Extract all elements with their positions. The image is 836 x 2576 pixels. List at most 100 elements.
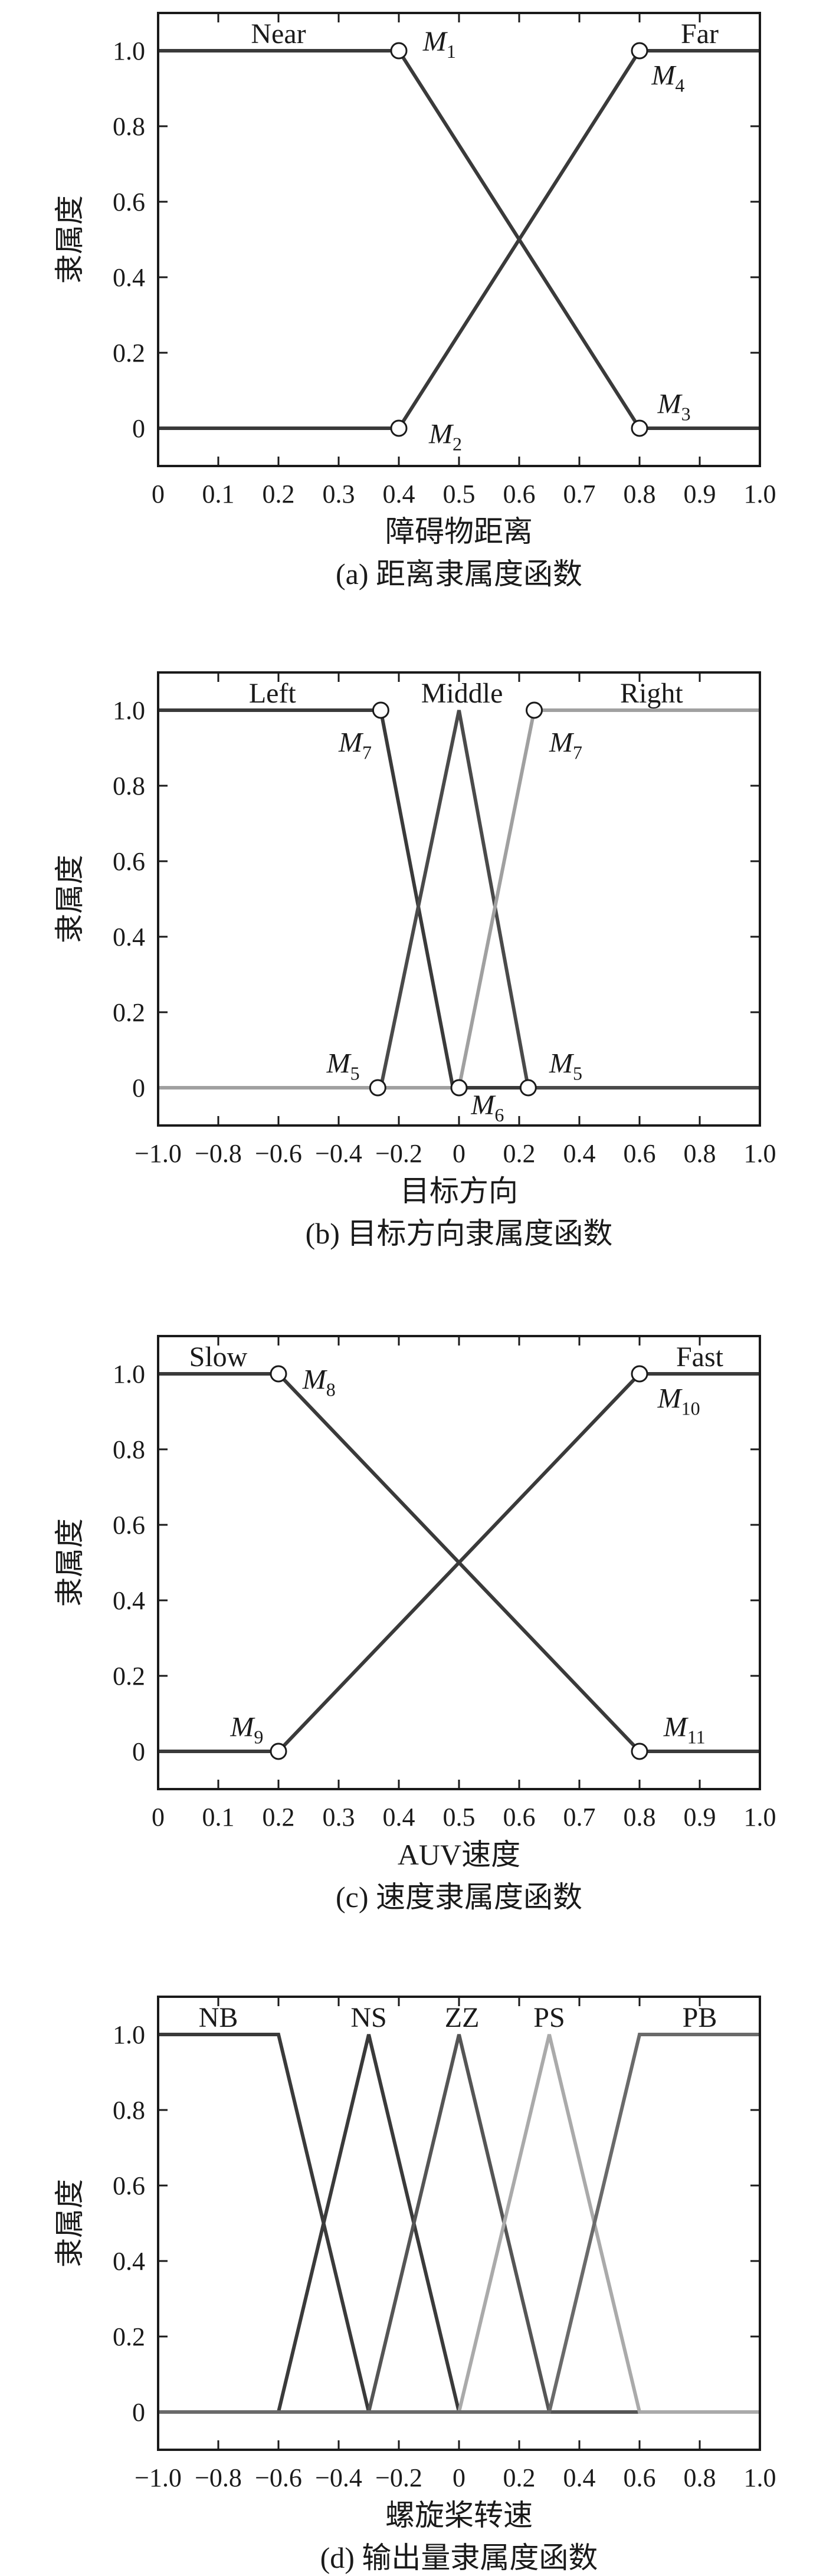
x-tick-label: 1.0 xyxy=(744,1803,776,1832)
point-marker xyxy=(450,1079,468,1097)
chart-panel: 0 0.2 0.4 0.6 0.8 1.0 −1.0 −0.8 −0.6 −0.4 −0.2 0 0.2… xyxy=(53,671,776,1250)
y-tick-label: 1.0 xyxy=(113,2020,145,2049)
series-label: Middle xyxy=(421,678,503,709)
panel-caption: (a) 距离隶属度函数 xyxy=(336,557,582,590)
series-line xyxy=(158,49,760,430)
y-tick-label: 0.4 xyxy=(113,1586,145,1615)
point-marker xyxy=(631,1743,648,1760)
y-axis-label: 隶属度 xyxy=(53,2179,86,2267)
x-tick-label: −1.0 xyxy=(135,1139,182,1168)
x-tick-label: −0.2 xyxy=(375,2463,422,2492)
x-tick-label: 0 xyxy=(152,1803,165,1832)
point-label-subscript: 8 xyxy=(326,1379,336,1400)
x-tick-label: 0.6 xyxy=(624,2463,656,2492)
point-label: M7 xyxy=(549,727,582,763)
x-tick-label: 0.3 xyxy=(323,1803,355,1832)
series-label: Near xyxy=(251,18,306,50)
x-tick-label: 1.0 xyxy=(744,1139,776,1168)
x-tick-label: 0.9 xyxy=(684,1803,716,1832)
point-label-subscript: 5 xyxy=(573,1062,582,1084)
x-tick-label: 0.7 xyxy=(563,480,596,508)
point-label: M4 xyxy=(651,60,684,96)
point-marker xyxy=(390,419,408,437)
x-tick-label: −0.6 xyxy=(255,2463,302,2492)
series-line xyxy=(158,2034,760,2414)
point-label-subscript: 1 xyxy=(447,41,456,62)
point-marker xyxy=(631,42,648,60)
point-label: M2 xyxy=(428,419,462,455)
x-tick-label: 1.0 xyxy=(744,2463,776,2492)
x-tick-label: 0.8 xyxy=(684,1139,716,1168)
y-tick-label: 1.0 xyxy=(113,696,145,725)
point-label: M10 xyxy=(657,1383,700,1419)
x-tick-label: −0.2 xyxy=(375,1139,422,1168)
x-axis-label: 障碍物距离 xyxy=(385,515,533,548)
y-tick-label: 0.4 xyxy=(113,263,145,292)
y-tick-label: 1.0 xyxy=(113,37,145,65)
x-axis-label: 螺旋桨转速 xyxy=(385,2499,533,2532)
x-axis-label: 目标方向 xyxy=(400,1174,518,1207)
x-tick-label: −0.4 xyxy=(315,2463,362,2492)
point-marker xyxy=(270,1743,287,1760)
y-tick-label: 1.0 xyxy=(113,1360,145,1389)
point-label-subscript: 11 xyxy=(687,1726,706,1747)
plot-frame xyxy=(157,1335,761,1790)
x-axis-label: AUV速度 xyxy=(398,1838,520,1871)
series-label: Left xyxy=(249,678,297,709)
x-tick-label: −0.6 xyxy=(255,1139,302,1168)
series-line xyxy=(158,49,760,430)
point-label: M5 xyxy=(326,1048,360,1084)
point-marker xyxy=(526,701,543,719)
x-tick-label: 0.4 xyxy=(563,1139,596,1168)
y-tick-label: 0.4 xyxy=(113,923,145,951)
point-label-subscript: 3 xyxy=(681,403,691,424)
y-tick-label: 0.6 xyxy=(113,847,145,876)
y-tick-label: 0 xyxy=(132,2398,145,2427)
series-line xyxy=(158,710,760,1090)
x-tick-label: 0 xyxy=(453,2463,465,2492)
y-tick-label: 0.4 xyxy=(113,2247,145,2276)
x-tick-label: 0.5 xyxy=(443,480,476,508)
point-marker xyxy=(390,42,408,60)
chart-panel: 0 0.2 0.4 0.6 0.8 1.0 0 0.1 0.2 0.3 0.4 0.5 0.6 0.7 0.… xyxy=(53,12,776,590)
x-tick-label: 0.8 xyxy=(624,1803,656,1832)
x-tick-label: 0.6 xyxy=(624,1139,656,1168)
y-tick-label: 0 xyxy=(132,1737,145,1766)
point-label-subscript: 2 xyxy=(453,434,462,455)
x-tick-label: 0.2 xyxy=(263,1803,295,1832)
point-label-subscript: 10 xyxy=(681,1398,700,1419)
point-label: M1 xyxy=(422,26,456,62)
x-tick-label: 0.6 xyxy=(503,480,536,508)
series-label: PB xyxy=(683,2002,717,2033)
x-tick-label: 0.8 xyxy=(684,2463,716,2492)
series-label: NS xyxy=(350,2002,386,2033)
y-tick-label: 0.2 xyxy=(113,2322,145,2351)
point-label-subscript: 7 xyxy=(362,741,372,763)
x-tick-label: 0.2 xyxy=(503,1139,536,1168)
point-marker xyxy=(631,1365,648,1383)
x-tick-label: −0.8 xyxy=(195,1139,242,1168)
x-tick-label: −0.8 xyxy=(195,2463,242,2492)
point-label: M9 xyxy=(230,1711,263,1747)
series-line xyxy=(158,2033,760,2414)
y-tick-label: 0.6 xyxy=(113,188,145,216)
series-line xyxy=(158,2034,760,2414)
point-label-subscript: 4 xyxy=(675,75,684,96)
plot-frame xyxy=(157,1996,761,2451)
y-tick-label: 0.8 xyxy=(113,772,145,800)
panel-caption: (c) 速度隶属度函数 xyxy=(336,1881,582,1914)
x-tick-label: 0.8 xyxy=(624,480,656,508)
point-marker xyxy=(372,701,389,719)
x-tick-label: −0.4 xyxy=(315,1139,362,1168)
point-marker xyxy=(369,1079,386,1097)
x-tick-label: 0.7 xyxy=(563,1803,596,1832)
point-label-subscript: 5 xyxy=(350,1062,360,1084)
y-axis-label: 隶属度 xyxy=(53,195,86,284)
x-tick-label: 0.9 xyxy=(684,480,716,508)
x-tick-label: 0.5 xyxy=(443,1803,476,1832)
plot-frame xyxy=(157,12,761,467)
y-tick-label: 0.6 xyxy=(113,2171,145,2200)
y-tick-label: 0 xyxy=(132,414,145,443)
y-axis-label: 隶属度 xyxy=(53,1518,86,1607)
